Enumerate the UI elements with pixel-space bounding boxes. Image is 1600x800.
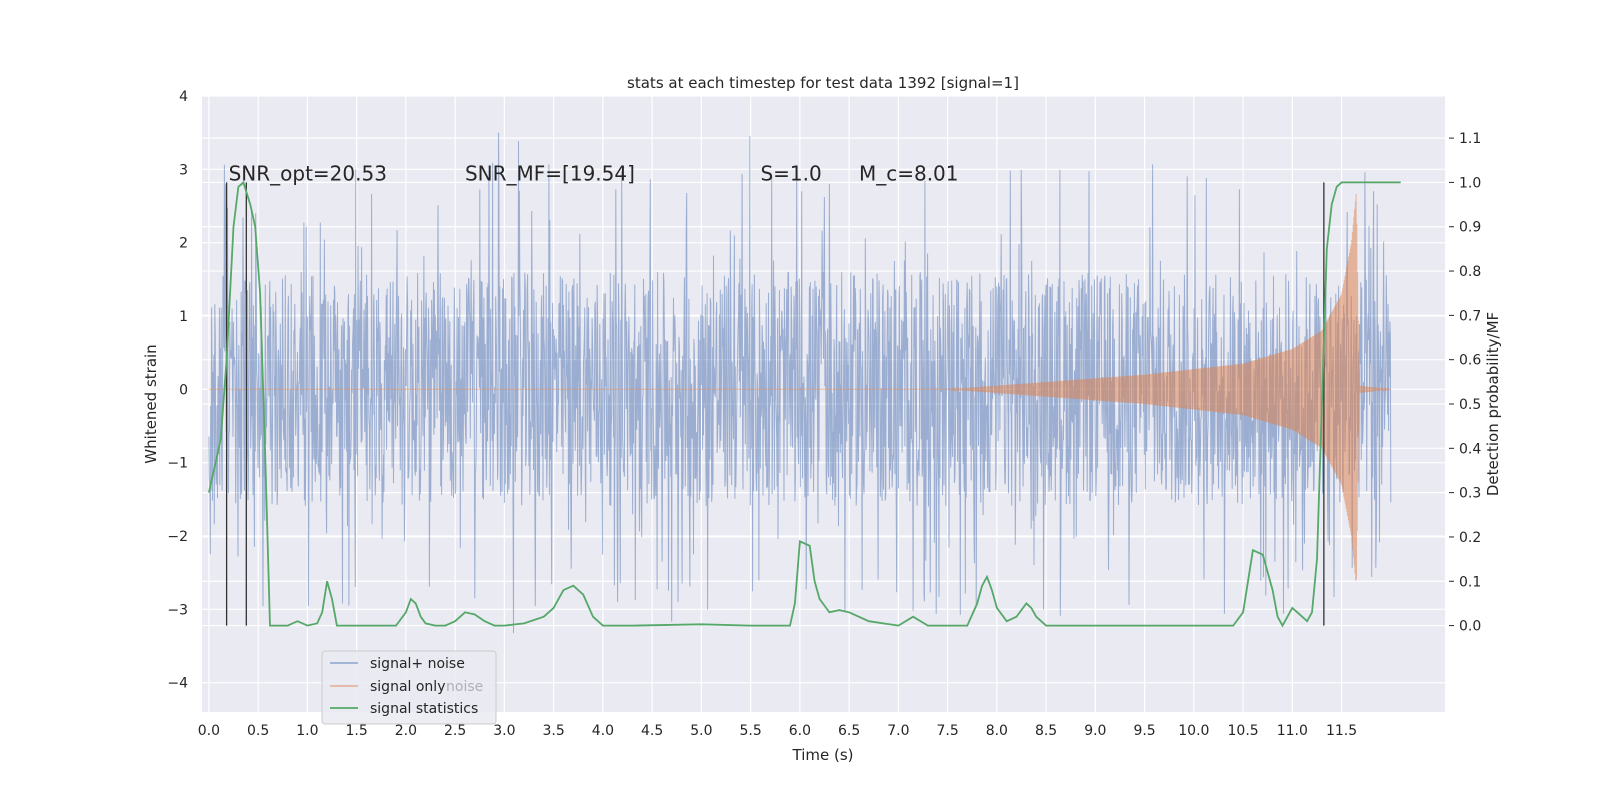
y-right-tick-label: 0.3 (1459, 486, 1481, 502)
x-tick-label: 5.5 (739, 723, 761, 739)
legend-label-stats: signal statistics (370, 701, 478, 717)
legend-label-noise: signal+ noise (370, 656, 465, 672)
y-right-tick-label: 0.0 (1459, 619, 1481, 635)
signal-plus-noise-series (208, 132, 1392, 634)
y-left-tick-label: −3 (167, 602, 188, 618)
x-tick-label: 0.5 (247, 723, 269, 739)
x-axis-label: Time (s) (792, 746, 854, 764)
signal-only-line (208, 193, 1391, 581)
y-right-tick-label: 0.4 (1459, 441, 1481, 457)
y-left-tick-label: 4 (179, 89, 188, 105)
x-tick-label: 3.5 (542, 723, 564, 739)
annotation-2: SNR_MF=[19.54] (465, 161, 635, 185)
y-left-tick-label: −4 (167, 676, 188, 692)
legend: signal+ noise signal only noise signal s… (321, 650, 497, 725)
annotation-1: SNR_opt=20.53 (229, 161, 387, 185)
x-tick-label: 10.5 (1228, 723, 1259, 739)
y-left-tick-label: −2 (167, 529, 188, 545)
x-tick-label: 2.0 (395, 723, 417, 739)
x-tick-label: 8.0 (986, 723, 1008, 739)
x-tick-label: 7.0 (887, 723, 909, 739)
legend-ghost-label: noise (446, 679, 483, 695)
y-right-tick-labels: 1.1 1.0 0.9 0.8 0.7 0.6 0.5 0.4 0.3 0.2 0.1 0.0 (1449, 131, 1481, 635)
x-tick-label: 6.0 (789, 723, 811, 739)
signal-only-series (208, 193, 1391, 581)
legend-label-signal: signal only (370, 679, 445, 695)
y-left-tick-label: −1 (167, 456, 188, 472)
y-right-tick-label: 0.1 (1459, 574, 1481, 590)
legend-box (321, 650, 497, 725)
y-left-tick-label: 0 (179, 382, 188, 398)
chart-title: stats at each timestep for test data 139… (627, 74, 1019, 92)
y-right-tick-label: 0.8 (1459, 264, 1481, 280)
x-tick-label: 9.0 (1084, 723, 1106, 739)
x-tick-label: 1.0 (296, 723, 318, 739)
x-tick-label: 5.0 (690, 723, 712, 739)
annotation-4: M_c=8.01 (859, 161, 959, 185)
x-tick-label: 10.0 (1178, 723, 1209, 739)
x-tick-labels: 0.0 0.5 1.0 1.5 2.0 2.5 3.0 3.5 4.0 4.5 5.0 5.5 6.0 6… (198, 723, 1357, 739)
y-right-tick-label: 0.7 (1459, 308, 1481, 324)
x-tick-label: 4.5 (641, 723, 663, 739)
y-right-tick-label: 0.5 (1459, 397, 1481, 413)
x-tick-label: 1.5 (346, 723, 368, 739)
x-tick-label: 2.5 (444, 723, 466, 739)
vertical-markers (225, 182, 1325, 626)
signal-statistics-line (208, 180, 1401, 628)
x-tick-label: 11.0 (1277, 723, 1308, 739)
annotations: SNR_opt=20.53 SNR_MF=[19.54] S=1.0 M_c=8.01 (229, 161, 959, 185)
y-right-tick-label: 0.9 (1459, 220, 1481, 236)
x-tick-label: 11.5 (1326, 723, 1357, 739)
y-left-tick-label: 2 (179, 236, 188, 252)
y-left-axis-label: Whitened strain (142, 344, 160, 463)
x-tick-label: 0.0 (198, 723, 220, 739)
y-right-tick-label: 1.0 (1459, 175, 1481, 191)
x-tick-label: 3.0 (493, 723, 515, 739)
signal-plus-noise-line (208, 132, 1392, 634)
y-right-tick-label: 1.1 (1459, 131, 1481, 147)
y-left-tick-label: 3 (179, 162, 188, 178)
signal-statistics-series (208, 180, 1401, 628)
x-tick-label: 7.5 (936, 723, 958, 739)
y-right-axis-label: Detection probability/MF (1484, 312, 1502, 496)
y-left-tick-label: 1 (179, 309, 188, 325)
x-tick-label: 6.5 (838, 723, 860, 739)
y-right-tick-label: 0.6 (1459, 353, 1481, 369)
y-right-tick-label: 0.2 (1459, 530, 1481, 546)
y-left-tick-labels: 4 3 2 1 0 −1 −2 −3 −4 (167, 89, 188, 692)
x-tick-label: 4.0 (592, 723, 614, 739)
x-tick-label: 9.5 (1133, 723, 1155, 739)
x-tick-label: 8.5 (1035, 723, 1057, 739)
annotation-3: S=1.0 (760, 161, 821, 185)
